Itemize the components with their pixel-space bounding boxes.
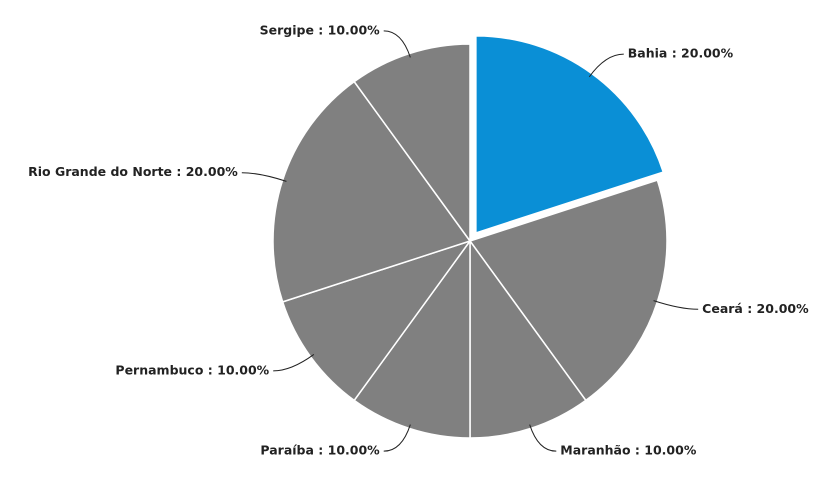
data-label: Sergipe : 10.00%: [260, 22, 381, 37]
data-label: Ceará : 20.00%: [702, 301, 809, 316]
data-label: Pernambuco : 10.00%: [115, 362, 269, 377]
leader-line: [653, 300, 699, 310]
data-label: Maranhão : 10.00%: [560, 443, 697, 458]
leader-line: [588, 53, 624, 78]
leader-line: [273, 354, 315, 372]
data-label: Bahia : 20.00%: [628, 46, 734, 61]
leader-line: [383, 30, 411, 58]
data-label: Paraíba : 10.00%: [260, 443, 380, 458]
leader-line: [383, 424, 411, 452]
leader-line: [241, 172, 287, 182]
leader-line: [529, 424, 557, 452]
data-label: Rio Grande do Norte : 20.00%: [28, 164, 238, 179]
